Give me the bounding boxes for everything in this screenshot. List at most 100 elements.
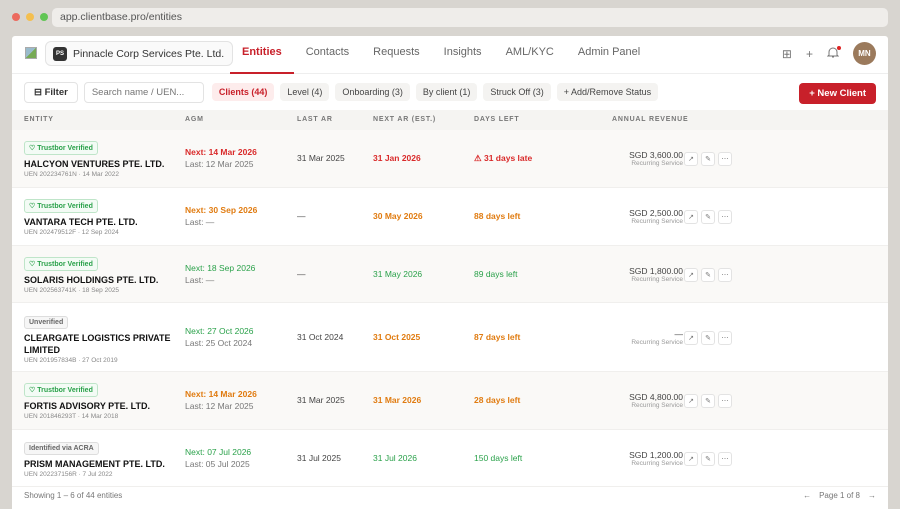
annual-revenue: SGD 1,800.00 bbox=[629, 265, 683, 276]
open-icon[interactable]: ↗ bbox=[684, 152, 698, 166]
last-ar: 31 Mar 2025 bbox=[297, 395, 345, 405]
status-chip[interactable]: By client (1) bbox=[415, 83, 478, 101]
next-ar: 31 May 2026 bbox=[373, 268, 423, 279]
annual-revenue: SGD 1,200.00 bbox=[629, 449, 683, 460]
more-icon[interactable]: ⋯ bbox=[718, 267, 732, 282]
verification-badge: Identified via ACRA bbox=[24, 442, 99, 455]
revenue-type: Recurring Service bbox=[631, 275, 683, 283]
new-client-button[interactable]: + New Client bbox=[799, 83, 876, 104]
entity-name[interactable]: HALCYON VENTURES PTE. LTD. bbox=[24, 159, 165, 169]
logo-image bbox=[25, 47, 37, 59]
col-agm[interactable]: AGM bbox=[185, 116, 204, 123]
annual-revenue: — bbox=[674, 328, 684, 339]
col-days-left[interactable]: DAYS LEFT bbox=[474, 116, 520, 123]
entity-uen: UEN 202237156R · 7 Jul 2022 bbox=[24, 471, 113, 478]
entity-uen: UEN 202563741K · 18 Sep 2025 bbox=[24, 287, 120, 294]
last-ar: — bbox=[297, 211, 306, 221]
user-avatar[interactable]: MN bbox=[853, 42, 876, 65]
agm-last: Last: 12 Mar 2025 bbox=[185, 159, 254, 169]
table-row[interactable]: Unverified CLEARGATE LOGISTICS PRIVATE L… bbox=[12, 303, 888, 372]
edit-icon[interactable]: ✎ bbox=[701, 394, 715, 408]
edit-icon[interactable]: ✎ bbox=[701, 330, 715, 345]
revenue-type: Recurring Service bbox=[631, 160, 683, 167]
status-chip[interactable]: + Add/Remove Status bbox=[556, 83, 659, 101]
entity-name[interactable]: SOLARIS HOLDINGS PTE. LTD. bbox=[24, 275, 159, 285]
tab-aml-kyc[interactable]: AML/KYC bbox=[505, 46, 554, 58]
table-row[interactable]: ♡ Trustbor Verified VANTARA TECH PTE. LT… bbox=[12, 188, 888, 246]
next-page-icon[interactable]: → bbox=[868, 491, 876, 500]
agm-next: Next: 27 Oct 2026 bbox=[185, 325, 254, 336]
more-icon[interactable]: ⋯ bbox=[718, 394, 732, 408]
last-ar: 31 Mar 2025 bbox=[297, 153, 345, 163]
edit-icon[interactable]: ✎ bbox=[701, 451, 715, 466]
days-left: 89 days left bbox=[474, 268, 518, 279]
verification-badge: Unverified bbox=[24, 316, 69, 329]
agm-last: Last: 12 Mar 2025 bbox=[185, 401, 254, 411]
edit-icon[interactable]: ✎ bbox=[701, 152, 715, 166]
minimize-window-icon[interactable] bbox=[26, 13, 34, 21]
annual-revenue: SGD 3,600.00 bbox=[629, 150, 683, 160]
browser-chrome: app.clientbase.pro/entities bbox=[0, 0, 900, 30]
entity-uen: UEN 201957834B · 27 Oct 2019 bbox=[24, 357, 118, 364]
address-bar[interactable]: app.clientbase.pro/entities bbox=[52, 8, 888, 27]
open-icon[interactable]: ↗ bbox=[684, 330, 698, 345]
open-icon[interactable]: ↗ bbox=[684, 394, 698, 408]
annual-revenue: SGD 2,500.00 bbox=[629, 208, 683, 218]
more-icon[interactable]: ⋯ bbox=[718, 330, 732, 345]
col-entity[interactable]: ENTITY bbox=[24, 116, 54, 123]
col-next-ar[interactable]: NEXT AR (EST.) bbox=[373, 116, 437, 123]
filter-button[interactable]: ⊟ Filter bbox=[24, 81, 78, 103]
top-nav: PS Pinnacle Corp Services Pte. Ltd. Enti… bbox=[12, 36, 888, 74]
bell-icon[interactable] bbox=[826, 45, 841, 62]
agm-last: Last: 25 Oct 2024 bbox=[185, 337, 253, 348]
maximize-window-icon[interactable] bbox=[40, 13, 48, 21]
more-icon[interactable]: ⋯ bbox=[718, 152, 732, 166]
open-icon[interactable]: ↗ bbox=[684, 267, 698, 282]
agm-last: Last: — bbox=[185, 217, 215, 227]
table-row[interactable]: Identified via ACRA PRISM MANAGEMENT PTE… bbox=[12, 430, 888, 487]
entity-name[interactable]: VANTARA TECH PTE. LTD. bbox=[24, 217, 138, 227]
edit-icon[interactable]: ✎ bbox=[701, 210, 715, 224]
plus-icon[interactable]: + bbox=[805, 46, 813, 61]
prev-page-icon[interactable]: ← bbox=[803, 491, 812, 500]
agm-next: Next: 18 Sep 2026 bbox=[185, 262, 256, 273]
search-input[interactable] bbox=[83, 81, 204, 103]
annual-revenue: SGD 4,800.00 bbox=[629, 392, 683, 402]
org-name: Pinnacle Corp Services Pte. Ltd. bbox=[73, 47, 225, 60]
revenue-type: Recurring Service bbox=[631, 402, 683, 409]
tab-contacts[interactable]: Contacts bbox=[305, 46, 350, 58]
next-ar: 31 Mar 2026 bbox=[373, 395, 422, 405]
open-icon[interactable]: ↗ bbox=[684, 451, 698, 466]
status-chip[interactable]: Struck Off (3) bbox=[483, 83, 551, 101]
agm-last: Last: 05 Jul 2025 bbox=[185, 458, 250, 469]
status-chip[interactable]: Level (4) bbox=[280, 83, 330, 101]
tab-insights[interactable]: Insights bbox=[443, 46, 482, 58]
tab-admin-panel[interactable]: Admin Panel bbox=[577, 46, 641, 58]
grid-icon[interactable]: ⊞ bbox=[781, 46, 792, 61]
last-ar: 31 Oct 2024 bbox=[297, 331, 344, 342]
entity-name[interactable]: PRISM MANAGEMENT PTE. LTD. bbox=[24, 459, 165, 469]
edit-icon[interactable]: ✎ bbox=[701, 267, 715, 282]
verification-badge: ♡ Trustbor Verified bbox=[24, 257, 98, 271]
close-window-icon[interactable] bbox=[12, 13, 20, 21]
table-row[interactable]: ♡ Trustbor Verified FORTIS ADVISORY PTE.… bbox=[12, 372, 888, 430]
more-icon[interactable]: ⋯ bbox=[718, 451, 732, 466]
org-switcher[interactable]: PS Pinnacle Corp Services Pte. Ltd. bbox=[45, 41, 234, 66]
entity-name[interactable]: CLEARGATE LOGISTICS PRIVATE LIMITED bbox=[24, 333, 171, 355]
entity-name[interactable]: FORTIS ADVISORY PTE. LTD. bbox=[24, 401, 151, 411]
agm-next: Next: 30 Sep 2026 bbox=[185, 205, 258, 215]
table-row[interactable]: ♡ Trustbor Verified SOLARIS HOLDINGS PTE… bbox=[12, 246, 888, 303]
status-chip[interactable]: Onboarding (3) bbox=[335, 83, 410, 101]
status-chips: Clients (44) Level (4) Onboarding (3) By cl… bbox=[211, 83, 659, 101]
days-left: 28 days left bbox=[474, 395, 521, 405]
more-icon[interactable]: ⋯ bbox=[718, 210, 732, 224]
open-icon[interactable]: ↗ bbox=[684, 210, 698, 224]
days-left: 87 days left bbox=[474, 331, 521, 342]
tab-entities[interactable]: Entities bbox=[230, 36, 294, 74]
tab-requests[interactable]: Requests bbox=[373, 46, 420, 58]
table-row[interactable]: ♡ Trustbor Verified HALCYON VENTURES PTE… bbox=[12, 130, 888, 188]
status-chip[interactable]: Clients (44) bbox=[211, 83, 275, 101]
col-annual-revenue[interactable]: ANNUAL REVENUE bbox=[612, 116, 689, 123]
verification-badge: ♡ Trustbor Verified bbox=[24, 383, 98, 397]
col-last-ar[interactable]: LAST AR bbox=[297, 116, 333, 123]
